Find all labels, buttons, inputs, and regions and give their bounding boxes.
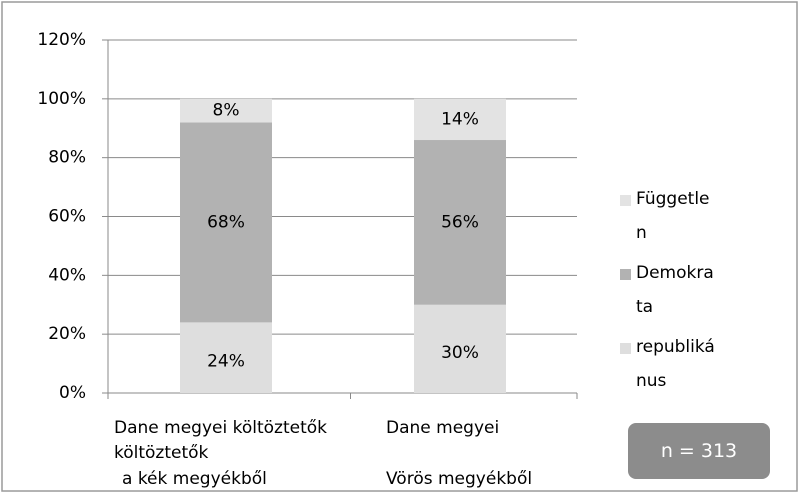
x-tick-label: a kék megyékből — [122, 469, 267, 489]
legend-item: Független — [620, 189, 780, 250]
value-label: 24% — [207, 352, 245, 372]
legend-label: republikánus — [636, 337, 715, 391]
x-tick-label: Vörös megyékből — [386, 469, 532, 489]
bar-segment — [414, 98, 506, 141]
legend-label: Demokrata — [636, 263, 714, 317]
value-label: 14% — [441, 109, 479, 129]
y-tick-label: 20% — [48, 324, 86, 344]
x-tick-label: költöztetők — [114, 443, 209, 463]
legend: Független Demokrata republikánus — [620, 189, 780, 412]
bar-segment — [180, 322, 272, 393]
y-tick-label: 100% — [37, 89, 86, 109]
y-tick-label: 60% — [48, 207, 86, 227]
value-label: 68% — [207, 212, 245, 232]
y-tick-label: 120% — [37, 30, 86, 50]
bar-segment — [414, 304, 506, 393]
value-label: 56% — [441, 212, 479, 232]
bar-segment — [414, 140, 506, 305]
bar-segment — [180, 98, 272, 123]
bar-segment — [180, 122, 272, 323]
value-label: 30% — [441, 343, 479, 363]
y-tick-label: 0% — [59, 383, 86, 403]
legend-item: republikánus — [620, 337, 780, 398]
sample-size: n = 313 — [628, 423, 770, 479]
value-label: 8% — [213, 101, 240, 121]
legend-swatch — [620, 343, 631, 354]
legend-swatch — [620, 195, 631, 206]
x-tick-label: Dane megyei — [386, 418, 499, 438]
legend-swatch — [620, 269, 631, 280]
y-tick-label: 80% — [48, 148, 86, 168]
x-tick-label: Dane megyei költöztetők — [114, 418, 327, 438]
legend-item: Demokrata — [620, 263, 780, 324]
y-tick-label: 40% — [48, 265, 86, 285]
legend-label: Független — [636, 189, 710, 243]
